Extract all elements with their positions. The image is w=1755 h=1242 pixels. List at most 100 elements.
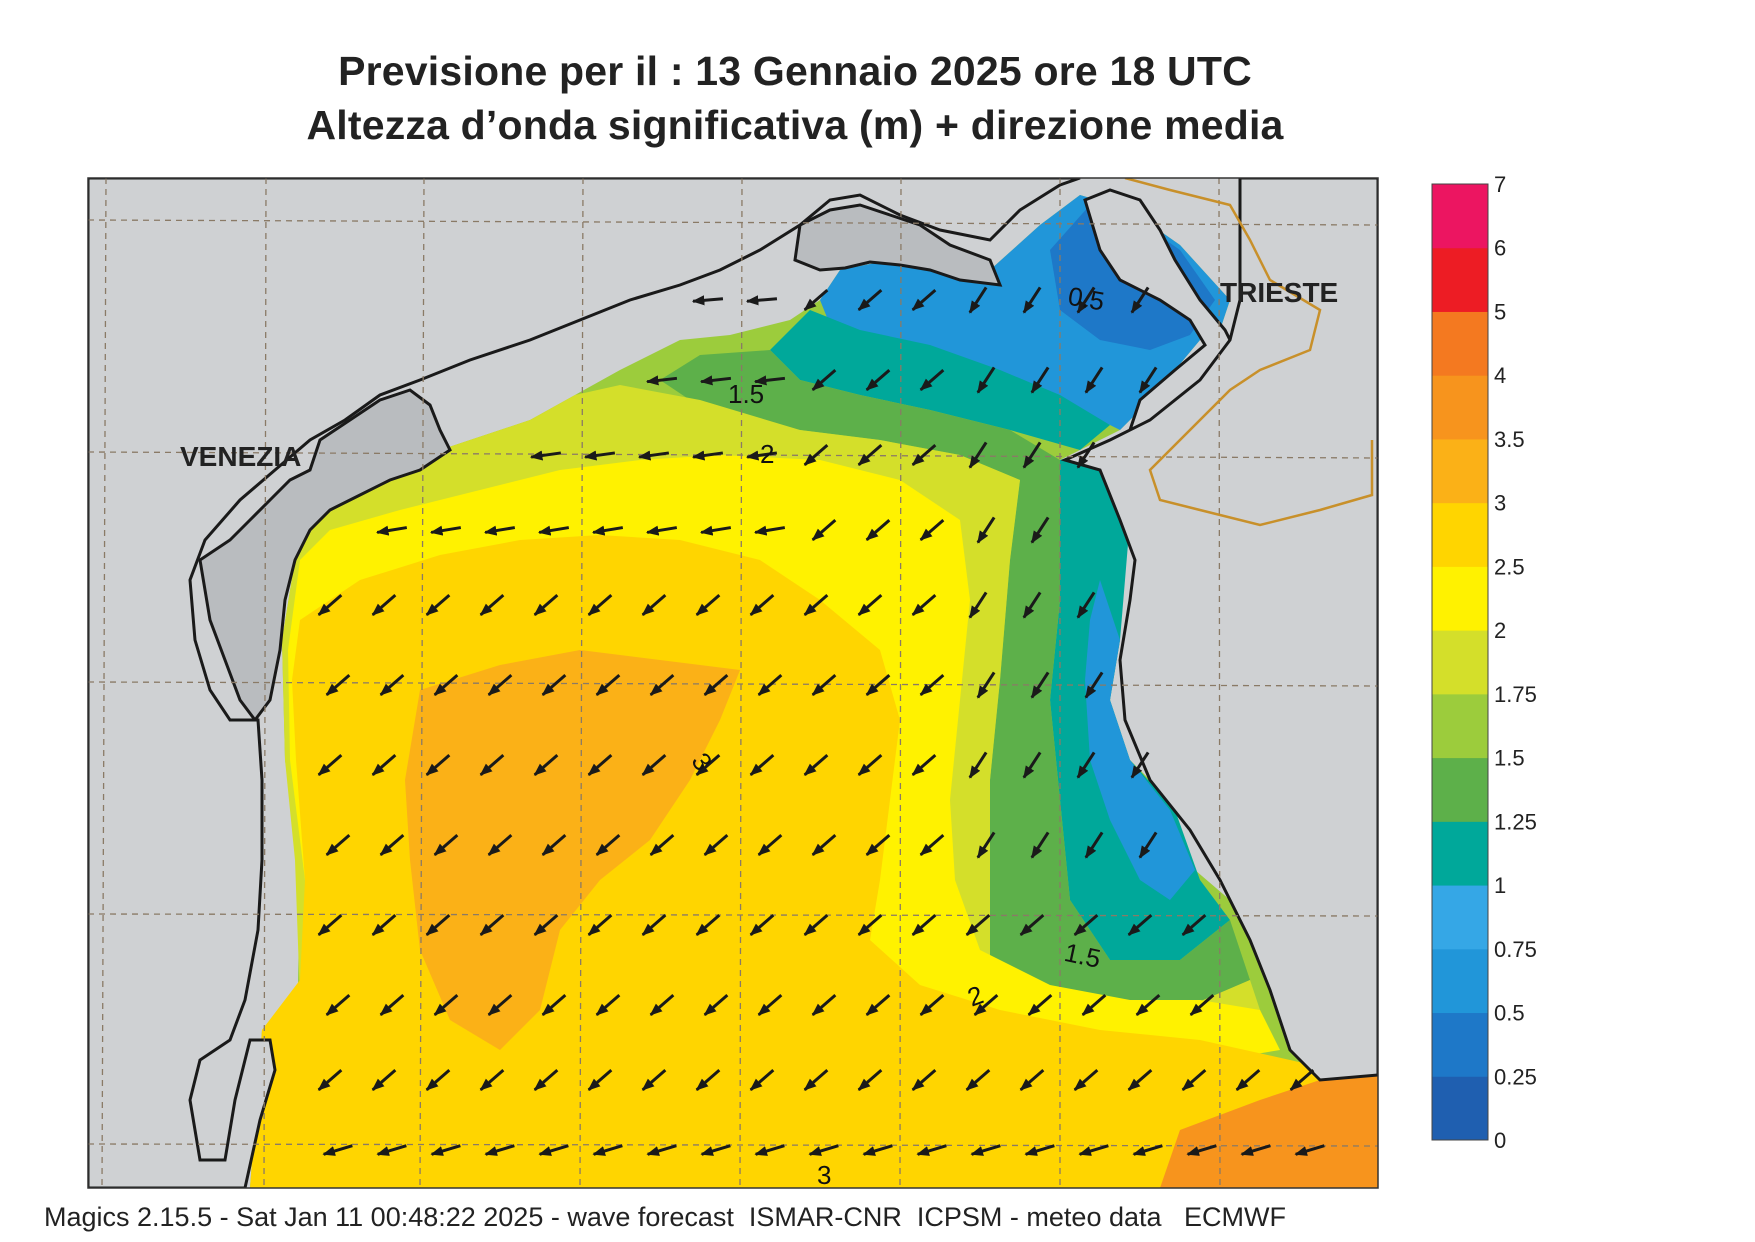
wave-direction-arrow [1138, 831, 1158, 859]
wave-direction-arrow [646, 1144, 677, 1156]
wave-direction-arrow [429, 525, 462, 536]
wave-direction-arrow [1076, 286, 1096, 314]
wave-direction-arrow [595, 674, 621, 696]
wave-direction-arrow [1081, 994, 1107, 1016]
wave-direction-arrow [537, 525, 570, 536]
wave-direction-arrow [700, 1144, 731, 1156]
wave-direction-arrow [857, 754, 883, 776]
wave-direction-arrow [695, 754, 721, 776]
wave-direction-arrow [911, 444, 937, 466]
wave-direction-arrow [1076, 591, 1096, 619]
wave-direction-arrow [425, 754, 451, 776]
wave-direction-arrow [533, 914, 559, 936]
legend-swatch [1432, 375, 1488, 440]
wave-direction-arrow [745, 450, 778, 461]
wave-direction-arrow [857, 289, 883, 311]
place-label-trieste: TRIESTE [1220, 277, 1338, 308]
legend-tick-label: 0.5 [1494, 1001, 1525, 1026]
wave-direction-arrow [803, 289, 829, 311]
wave-direction-arrow [695, 1069, 721, 1091]
wave-direction-arrow [754, 1144, 785, 1156]
legend-swatch [1432, 502, 1488, 567]
wave-direction-arrow [587, 754, 613, 776]
wave-direction-arrow [430, 1144, 461, 1156]
color-legend: 0 0.25 0.5 0.75 1 1.25 1.5 1.75 2 2.5 3 3.5 4 5 6 7 [1431, 172, 1537, 1153]
map-title-line1: Previsione per il : 13 Gennaio 2025 ore … [338, 48, 1252, 94]
wave-direction-arrow [379, 834, 405, 856]
wave-direction-arrow [1073, 914, 1099, 936]
footer-credits: Magics 2.15.5 - Sat Jan 11 00:48:22 2025… [44, 1202, 1286, 1232]
wave-direction-arrow [970, 1144, 1001, 1156]
wave-direction-arrow [529, 450, 562, 461]
wave-direction-arrow [1030, 516, 1050, 544]
wave-direction-arrow [1076, 751, 1096, 779]
wave-direction-arrow [649, 994, 675, 1016]
wave-direction-arrow [641, 594, 667, 616]
legend-tick-label: 0.75 [1494, 937, 1537, 962]
wave-direction-arrow [749, 594, 775, 616]
wave-direction-arrow [976, 516, 996, 544]
wave-direction-arrow [649, 834, 675, 856]
wave-direction-arrow [703, 674, 729, 696]
wave-direction-arrow [1027, 994, 1053, 1016]
wave-direction-arrow [757, 674, 783, 696]
graticule [88, 178, 1378, 1188]
legend-swatch [1432, 184, 1488, 249]
wave-direction-arrow [976, 366, 996, 394]
contour-label: 1.5 [1062, 937, 1104, 974]
wave-direction-arrow [919, 994, 945, 1016]
wave-direction-arrow [857, 914, 883, 936]
wave-direction-arrow [538, 1144, 569, 1156]
wave-direction-arrow [703, 994, 729, 1016]
wave-direction-arrow [968, 591, 988, 619]
wave-direction-arrow [803, 1069, 829, 1091]
wave-direction-arrow [541, 994, 567, 1016]
wave-direction-arrow [425, 1069, 451, 1091]
land-istria [1060, 178, 1378, 1082]
wave-direction-arrow [595, 834, 621, 856]
wave-direction-arrow [425, 914, 451, 936]
wave-direction-arrow [1289, 1069, 1315, 1091]
wave-direction-arrow [379, 674, 405, 696]
wave-direction-arrow [811, 519, 837, 541]
wave-direction-arrow [484, 1144, 515, 1156]
contour-label: 1.5 [728, 379, 764, 409]
wave-direction-arrow [479, 754, 505, 776]
wave-direction-arrow [749, 914, 775, 936]
legend-tick-label: 0 [1494, 1128, 1506, 1153]
wave-direction-arrow [857, 444, 883, 466]
wave-direction-arrow [745, 295, 778, 306]
legend-swatch [1432, 566, 1488, 631]
wave-direction-arrow [1022, 286, 1042, 314]
wave-direction-arrow [371, 1069, 397, 1091]
wave-direction-arrow [811, 369, 837, 391]
wave-direction-arrow [691, 450, 724, 461]
wave-direction-arrow [325, 674, 351, 696]
wave-direction-arrow [699, 375, 732, 386]
wave-direction-arrow [803, 444, 829, 466]
wave-direction-arrow [425, 594, 451, 616]
wave-direction-arrow [862, 1144, 893, 1156]
wave-direction-arrow [968, 441, 988, 469]
national-border [1124, 178, 1374, 527]
wave-direction-arrow [322, 1144, 353, 1156]
wave-direction-arrow [965, 914, 991, 936]
land-south-west [88, 178, 1081, 1188]
wave-direction-arrow [433, 834, 459, 856]
wave-direction-arrow [1138, 366, 1158, 394]
wave-direction-arrow [757, 834, 783, 856]
wave-direction-arrow [865, 519, 891, 541]
wave-direction-arrow [645, 525, 678, 536]
wave-direction-arrow [911, 754, 937, 776]
wave-direction-arrow [325, 994, 351, 1016]
blue-zone-east [1085, 580, 1195, 900]
wave-direction-arrow [916, 1144, 947, 1156]
wave-direction-arrow [976, 671, 996, 699]
wave-direction-arrow [637, 450, 670, 461]
wave-direction-arrow [911, 289, 937, 311]
legend-frame [1431, 183, 1489, 1141]
legend-swatch [1432, 693, 1488, 759]
wave-direction-arrow [1294, 1144, 1325, 1156]
wave-direction-arrow [857, 594, 883, 616]
wave-direction-arrow [911, 1069, 937, 1091]
